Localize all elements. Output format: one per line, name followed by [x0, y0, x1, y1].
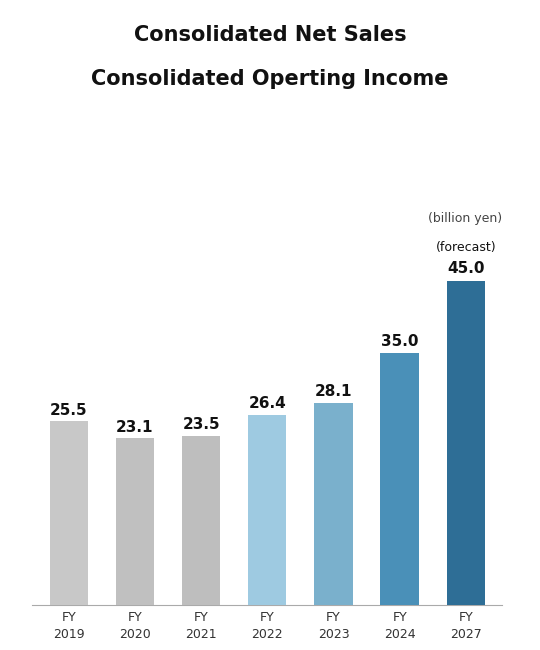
- Text: Consolidated Operting Income: Consolidated Operting Income: [91, 69, 449, 88]
- Bar: [314, 402, 353, 604]
- Text: billion: billion: [264, 135, 339, 155]
- Text: (billion yen): (billion yen): [428, 212, 502, 225]
- Bar: [447, 281, 485, 604]
- Text: Consolidated Net Sales: Consolidated Net Sales: [134, 25, 406, 45]
- Text: 45: 45: [222, 128, 272, 162]
- Text: (exceeds ￥ 50 billion including M&A): (exceeds ￥ 50 billion including M&A): [101, 185, 439, 203]
- Text: 35.0: 35.0: [381, 334, 418, 349]
- Text: 45.0: 45.0: [447, 261, 484, 276]
- Text: 25.5: 25.5: [50, 402, 87, 418]
- Text: (forecast): (forecast): [435, 240, 496, 254]
- Text: 28.1: 28.1: [315, 384, 352, 399]
- Text: JPY: JPY: [175, 135, 217, 155]
- Text: 26.4: 26.4: [248, 396, 286, 411]
- Text: 23.1: 23.1: [116, 420, 154, 435]
- Bar: [248, 415, 287, 604]
- Text: 23.5: 23.5: [183, 417, 220, 432]
- Bar: [381, 353, 419, 604]
- Bar: [50, 421, 88, 604]
- Bar: [182, 436, 220, 604]
- Bar: [116, 439, 154, 604]
